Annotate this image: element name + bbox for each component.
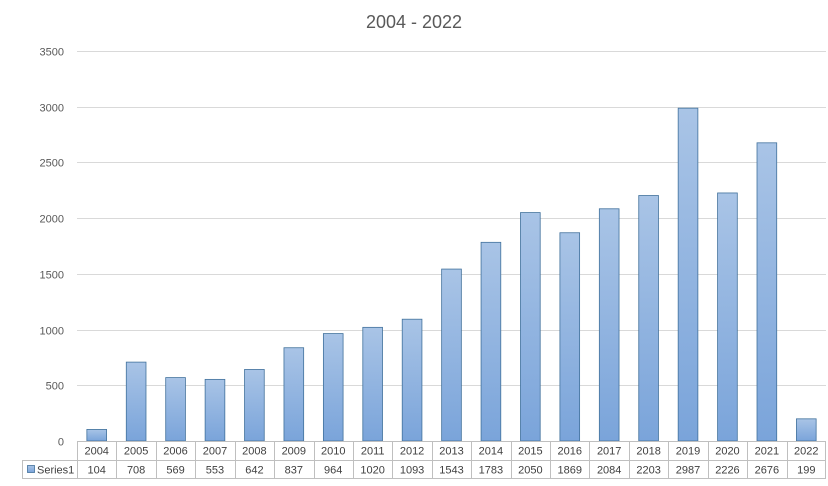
bars (86, 107, 817, 442)
data-label: 104 (88, 465, 106, 477)
legend-series-name: Series1 (37, 465, 74, 477)
x-tick-label: 2019 (676, 446, 700, 458)
x-tick-label: 2017 (597, 446, 621, 458)
x-tick-label: 2014 (479, 446, 503, 458)
bar-2017 (598, 208, 620, 442)
data-label: 837 (285, 465, 303, 477)
bar-2019 (677, 107, 699, 442)
x-tick-label: 2005 (124, 446, 148, 458)
bar-2010 (322, 333, 344, 442)
bar-2009 (283, 347, 305, 442)
data-label: 199 (797, 465, 815, 477)
data-label: 1020 (360, 465, 384, 477)
data-label: 2050 (518, 465, 542, 477)
chart-title: 2004 - 2022 (366, 12, 462, 32)
x-tick-label: 2007 (203, 446, 227, 458)
y-tick-label: 0 (58, 437, 64, 449)
bar-2012 (401, 318, 423, 442)
y-tick-label: 1500 (40, 270, 64, 282)
data-label: 708 (127, 465, 145, 477)
data-label: 2084 (597, 465, 621, 477)
x-tick-label: 2008 (242, 446, 266, 458)
data-label: 964 (324, 465, 342, 477)
bar-2007 (204, 378, 226, 442)
y-axis-ticks: 0 500 1000 1500 2000 2500 3000 3500 (40, 47, 64, 449)
bar-2015 (520, 212, 541, 442)
bar-2011 (362, 326, 383, 442)
data-label: 553 (206, 465, 224, 477)
bar-2014 (480, 241, 502, 442)
bar-2020 (717, 192, 738, 442)
legend-key (27, 465, 35, 473)
data-label: 1543 (439, 465, 463, 477)
x-tick-label: 2016 (558, 446, 582, 458)
data-label: 1093 (400, 465, 424, 477)
x-tick-label: 2004 (84, 446, 108, 458)
data-table: 2004 104 2005 708 2006 569 2007 553 2008 642 2009 8… (22, 441, 826, 479)
x-tick-label: 2015 (518, 446, 542, 458)
x-tick-label: 2012 (400, 446, 424, 458)
bar-2022 (796, 418, 817, 442)
data-label: 1783 (479, 465, 503, 477)
data-label: 2226 (715, 465, 739, 477)
data-label: 2676 (755, 465, 779, 477)
y-tick-label: 3500 (40, 47, 64, 59)
x-tick-label: 2009 (282, 446, 306, 458)
x-tick-label: 2021 (755, 446, 779, 458)
bar-2006 (165, 377, 186, 442)
x-tick-label: 2013 (439, 446, 463, 458)
y-tick-label: 2500 (40, 158, 64, 170)
y-tick-label: 2000 (40, 214, 64, 226)
bar-2016 (559, 232, 581, 442)
data-label: 2987 (676, 465, 700, 477)
bar-2005 (125, 361, 147, 442)
y-tick-label: 500 (46, 381, 64, 393)
x-tick-label: 2010 (321, 446, 345, 458)
x-tick-label: 2020 (715, 446, 739, 458)
x-tick-label: 2006 (163, 446, 187, 458)
data-label: 1869 (558, 465, 582, 477)
bar-2021 (756, 142, 778, 442)
bar-2018 (638, 195, 659, 442)
x-tick-label: 2018 (636, 446, 660, 458)
bar-2008 (244, 369, 265, 442)
bar-2004 (86, 429, 107, 442)
bar-2013 (441, 268, 462, 442)
table-border (22, 460, 826, 479)
y-tick-label: 3000 (40, 103, 64, 115)
data-label: 642 (245, 465, 263, 477)
y-tick-label: 1000 (40, 326, 64, 338)
data-label: 569 (166, 465, 184, 477)
data-label: 2203 (636, 465, 660, 477)
x-tick-label: 2011 (361, 446, 385, 458)
x-tick-label: 2022 (794, 446, 818, 458)
